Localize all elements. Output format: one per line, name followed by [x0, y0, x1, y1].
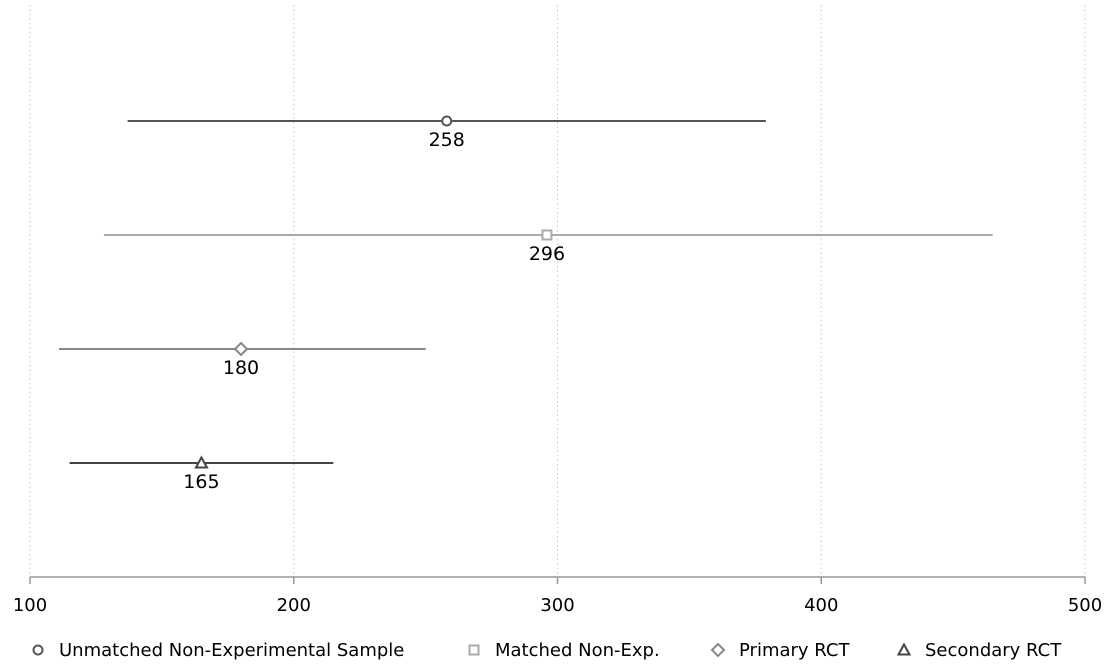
legend: Unmatched Non-Experimental Sample Matched…: [32, 640, 1062, 661]
series-4: 165: [69, 455, 334, 493]
legend-triangle-icon: [896, 642, 912, 656]
x-axis-ticks: 100 200 300 400 500: [13, 577, 1102, 616]
series-1: 258: [127, 115, 766, 151]
legend-label: Secondary RCT: [925, 640, 1062, 661]
legend-label: Primary RCT: [739, 640, 850, 661]
legend-item: Secondary RCT: [896, 640, 1062, 661]
x-tick-label: 100: [13, 595, 47, 616]
legend-square-icon: [468, 644, 480, 656]
legend-item: Primary RCT: [710, 640, 850, 661]
series-3: 180: [59, 341, 426, 379]
legend-circle-icon: [32, 644, 44, 656]
legend-item: Matched Non-Exp.: [468, 640, 660, 661]
point-estimate: [194, 455, 209, 469]
series-2: 296: [103, 229, 993, 265]
x-tick-label: 500: [1068, 595, 1102, 616]
data-label: 296: [529, 243, 565, 265]
point-estimate: [233, 341, 249, 357]
point-estimate: [441, 115, 453, 127]
data-label: 258: [429, 129, 465, 151]
data-label: 180: [223, 357, 259, 379]
x-tick-label: 400: [804, 595, 838, 616]
x-tick-label: 300: [540, 595, 574, 616]
data-label: 165: [183, 471, 219, 493]
series-group: 258 296 180 165: [59, 115, 993, 493]
legend-label: Matched Non-Exp.: [495, 640, 660, 661]
legend-diamond-icon: [710, 642, 726, 658]
legend-label: Unmatched Non-Experimental Sample: [59, 640, 404, 661]
point-estimate: [541, 229, 553, 241]
legend-item: Unmatched Non-Experimental Sample: [32, 640, 404, 661]
x-tick-label: 200: [277, 595, 311, 616]
vertical-gridlines: [29, 5, 1086, 577]
